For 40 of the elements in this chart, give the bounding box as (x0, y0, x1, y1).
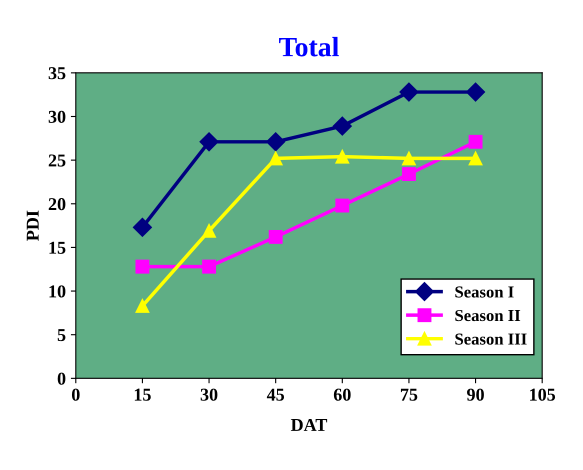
y-tick-label: 20 (48, 198, 66, 210)
point (402, 167, 416, 182)
point (335, 198, 350, 212)
legend-label: Season II (455, 310, 520, 322)
x-tick-label: 15 (134, 388, 151, 401)
point (135, 260, 150, 274)
x-tick-label: 0 (72, 388, 80, 401)
point (468, 134, 483, 149)
point (399, 82, 418, 102)
x-tick-label: 90 (467, 388, 484, 401)
point (466, 82, 486, 102)
y-tick-label: 15 (49, 242, 66, 254)
x-tick-label: 60 (334, 388, 351, 401)
point (268, 151, 283, 166)
point (202, 224, 216, 238)
x-tick-label: 105 (530, 388, 556, 401)
point (135, 298, 150, 313)
point (202, 260, 216, 274)
y-tick-label: 25 (48, 154, 66, 167)
x-tick-label: 30 (200, 388, 218, 401)
point (468, 151, 483, 166)
x-tick-label: 45 (266, 388, 284, 401)
point (132, 218, 152, 237)
chart-title: Total (279, 36, 339, 56)
point (402, 151, 416, 166)
point (266, 132, 286, 152)
y-tick-label: 5 (58, 329, 66, 342)
y-tick-label: 30 (48, 110, 66, 123)
point (268, 230, 283, 244)
point (200, 132, 219, 152)
legend-label: Season III (455, 333, 527, 345)
x-tick-label: 75 (400, 388, 418, 401)
y-tick-label: 10 (49, 285, 66, 298)
legend-label: Season I (455, 286, 514, 298)
y-tick-label: 0 (58, 372, 66, 385)
y-tick-label: 35 (48, 67, 66, 80)
point (335, 150, 350, 164)
point (332, 116, 352, 136)
x-axis-title: DAT (290, 418, 328, 431)
y-axis-title: PDI (26, 210, 39, 241)
